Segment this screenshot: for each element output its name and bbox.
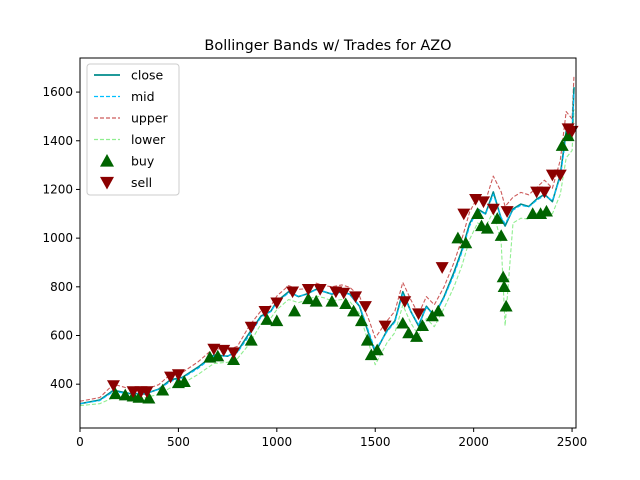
buy-marker xyxy=(301,292,315,305)
series-line-upper xyxy=(80,74,575,402)
buy-marker xyxy=(270,314,284,327)
sell-marker xyxy=(486,203,500,216)
legend-label-sell: sell xyxy=(131,175,152,190)
y-tick-label: 1400 xyxy=(42,134,73,148)
sell-marker xyxy=(538,186,552,199)
y-axis: 400 600 800 1000 1200 1400 1600 xyxy=(42,85,80,391)
sell-marker xyxy=(244,321,258,334)
sell-marker xyxy=(313,284,327,296)
sell-marker xyxy=(476,196,490,209)
buy-marker xyxy=(118,388,132,401)
buy-marker xyxy=(339,297,353,310)
legend-label-buy: buy xyxy=(131,154,155,169)
sell-marker xyxy=(106,380,120,392)
buy-marker xyxy=(177,375,191,387)
buy-marker xyxy=(471,207,485,219)
buy-marker xyxy=(360,333,374,346)
sell-marker xyxy=(457,208,471,221)
x-tick-label: 500 xyxy=(167,435,190,449)
series-line-lower xyxy=(80,109,575,407)
buy-marker xyxy=(555,139,569,151)
axes-frame xyxy=(79,57,577,429)
y-tick-label: 800 xyxy=(50,280,73,294)
buy-marker xyxy=(494,229,508,241)
buy-marker xyxy=(227,353,241,366)
sell-marker xyxy=(378,320,392,333)
legend-label-mid: mid xyxy=(131,89,155,104)
buy-marker xyxy=(211,349,225,362)
buy-marker xyxy=(396,316,410,329)
legend-label-upper: upper xyxy=(131,111,168,126)
sell-marker xyxy=(565,125,579,138)
x-tick-label: 1500 xyxy=(360,435,391,449)
x-tick-label: 2000 xyxy=(458,435,489,449)
buy-marker xyxy=(539,204,553,217)
buy-marker xyxy=(354,314,368,327)
buy-marker xyxy=(459,236,473,249)
sell-marker xyxy=(349,291,363,304)
x-tick-label: 2500 xyxy=(557,435,588,449)
legend-marker-buy xyxy=(100,154,114,167)
sell-marker xyxy=(164,371,178,384)
buy-marker xyxy=(431,304,445,317)
y-tick-label: 600 xyxy=(50,329,73,343)
marker-layer xyxy=(106,123,579,404)
sell-marker xyxy=(301,284,315,296)
sell-marker xyxy=(358,301,372,313)
buy-marker xyxy=(288,304,302,317)
legend-label-lower: lower xyxy=(131,132,166,147)
buy-marker xyxy=(156,383,170,396)
buy-marker xyxy=(497,280,511,293)
sell-marker xyxy=(258,305,272,318)
buy-marker xyxy=(309,294,323,307)
buy-marker xyxy=(410,330,424,342)
sell-marker xyxy=(217,344,231,357)
sell-marker xyxy=(435,262,449,274)
sell-marker xyxy=(140,386,154,398)
sell-marker xyxy=(337,287,351,300)
y-tick-label: 1600 xyxy=(42,85,73,99)
buy-marker xyxy=(561,129,575,142)
buy-marker xyxy=(499,299,513,312)
y-tick-label: 400 xyxy=(50,377,73,391)
sell-marker xyxy=(171,369,185,381)
buy-marker xyxy=(132,391,146,403)
buy-marker xyxy=(347,304,361,317)
legend-label-close: close xyxy=(131,68,164,83)
sell-marker xyxy=(227,347,241,360)
buy-marker xyxy=(370,343,384,356)
sell-marker xyxy=(412,308,426,321)
sell-marker xyxy=(553,169,567,182)
sell-marker xyxy=(500,206,514,218)
x-tick-label: 1000 xyxy=(262,435,293,449)
chart-title: Bollinger Bands w/ Trades for AZO xyxy=(204,38,451,54)
buy-marker xyxy=(244,333,258,346)
x-tick-label: 0 xyxy=(76,435,84,449)
buy-marker xyxy=(402,326,416,339)
buy-marker xyxy=(325,294,339,307)
buy-marker xyxy=(415,319,429,331)
sell-marker xyxy=(207,343,221,356)
buy-marker xyxy=(451,231,465,244)
buy-marker xyxy=(142,391,156,404)
sell-marker xyxy=(270,297,284,310)
buy-marker xyxy=(480,221,494,234)
legend-marker-sell xyxy=(100,176,114,190)
buy-marker xyxy=(108,387,122,400)
buy-marker xyxy=(260,313,274,325)
sell-marker xyxy=(286,286,300,299)
sell-marker xyxy=(398,296,412,308)
y-tick-label: 1200 xyxy=(42,182,73,196)
legend: close mid upper lower buy sell xyxy=(86,63,180,196)
plot-area xyxy=(79,57,579,429)
x-axis: 0 500 1000 1500 2000 2500 xyxy=(76,428,587,449)
buy-marker xyxy=(490,212,504,224)
buy-marker xyxy=(496,270,510,283)
y-tick-label: 1000 xyxy=(42,231,73,245)
